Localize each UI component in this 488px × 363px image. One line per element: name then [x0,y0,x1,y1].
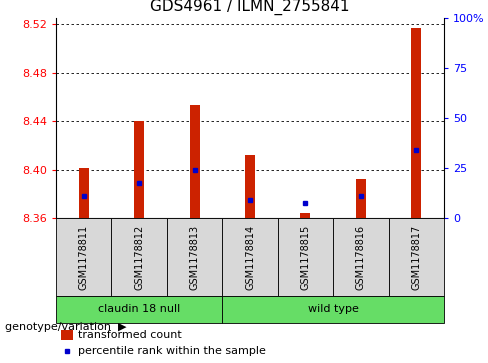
Text: GSM1178812: GSM1178812 [134,224,144,290]
Bar [111,218,167,296]
Text: GSM1178814: GSM1178814 [245,224,255,290]
Bar [56,218,111,296]
Text: GSM1178813: GSM1178813 [189,224,200,290]
Bar [189,105,200,218]
Title: GDS4961 / ILMN_2755841: GDS4961 / ILMN_2755841 [150,0,350,15]
Bar [79,168,89,218]
Text: claudin 18 null: claudin 18 null [98,305,180,314]
Bar [223,296,444,323]
Bar [333,218,388,296]
Text: genotype/variation  ▶: genotype/variation ▶ [5,322,126,333]
Text: wild type: wild type [308,305,359,314]
Text: GSM1178815: GSM1178815 [301,224,310,290]
Bar [278,218,333,296]
Bar [301,213,310,218]
Text: transformed count: transformed count [78,330,182,340]
Bar [223,218,278,296]
Text: GSM1178811: GSM1178811 [79,224,89,290]
Text: GSM1178817: GSM1178817 [411,224,421,290]
Bar [56,296,223,323]
Bar [167,218,223,296]
Bar [388,218,444,296]
Bar [411,28,421,218]
Bar [134,121,144,218]
Bar [245,155,255,218]
Text: GSM1178816: GSM1178816 [356,224,366,290]
Text: percentile rank within the sample: percentile rank within the sample [78,346,266,356]
Bar [356,179,366,218]
Bar [61,330,73,340]
